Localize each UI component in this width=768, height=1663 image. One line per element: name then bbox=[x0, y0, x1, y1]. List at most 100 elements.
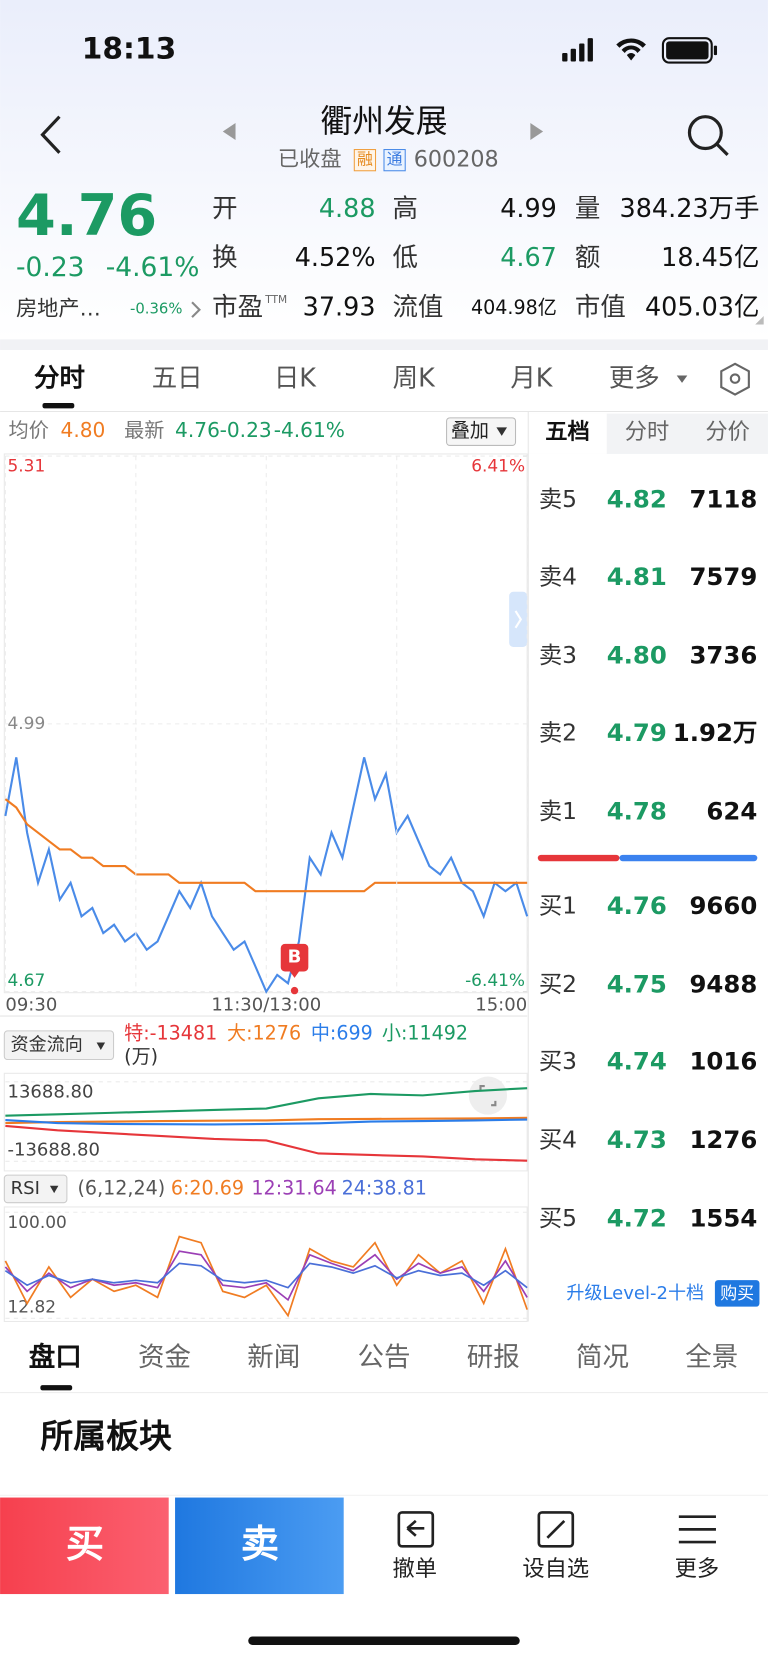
sector-change: -0.36% bbox=[130, 301, 182, 318]
stat-value: 37.93 bbox=[303, 293, 376, 323]
y-tick-label: -13688.80 bbox=[7, 1140, 99, 1161]
stat-label: 市盈 bbox=[212, 293, 263, 323]
book-price: 4.79 bbox=[607, 718, 667, 747]
stat-label: 量 bbox=[575, 194, 600, 224]
stat-value: 4.67 bbox=[500, 243, 557, 273]
settings-icon[interactable] bbox=[720, 362, 750, 396]
overlay-label: 叠加 bbox=[451, 419, 489, 442]
rsi-legend: 6:20.69 bbox=[171, 1176, 244, 1199]
book-level: 卖4 bbox=[539, 563, 577, 591]
stock-name: 衢州发展 bbox=[320, 102, 447, 140]
side-expand-arrow bbox=[514, 610, 523, 629]
action-icons bbox=[397, 1511, 716, 1548]
book-volume: 7579 bbox=[689, 562, 757, 591]
book-level: 卖5 bbox=[539, 485, 577, 513]
fund-legend: 特:-13481 bbox=[124, 1022, 217, 1045]
sector-name: 房地产… bbox=[16, 297, 101, 322]
back-button[interactable] bbox=[40, 115, 61, 154]
book-volume: 7118 bbox=[689, 485, 757, 514]
book-level: 买5 bbox=[539, 1204, 577, 1232]
book-price: 4.82 bbox=[607, 485, 667, 514]
book-tab-active[interactable] bbox=[529, 413, 607, 454]
book-level: 卖3 bbox=[539, 641, 577, 669]
latest-label: 最新 bbox=[124, 418, 164, 442]
latest-value: 4.76 bbox=[175, 418, 220, 442]
fund-selector[interactable] bbox=[3, 1030, 115, 1061]
book-volume: 1276 bbox=[689, 1125, 757, 1154]
home-indicator bbox=[248, 1636, 520, 1645]
stat-label: 额 bbox=[575, 243, 600, 273]
price-change-pct: -4.61% bbox=[106, 252, 200, 283]
x-tick-label: 09:30 bbox=[5, 994, 57, 1015]
ask-ratio bbox=[537, 854, 620, 862]
stat-label: 开 bbox=[212, 194, 237, 224]
avg-value: 4.80 bbox=[61, 418, 106, 442]
badge-tong-text: 通 bbox=[387, 150, 403, 169]
fund-legend: 中:699 bbox=[311, 1022, 373, 1045]
series-line bbox=[5, 1087, 528, 1117]
bid-ratio bbox=[619, 854, 758, 862]
more-arrow bbox=[676, 375, 688, 383]
badge-tong bbox=[383, 149, 406, 172]
upgrade-link: 升级Level-2十档 bbox=[566, 1283, 704, 1304]
purchase-button[interactable] bbox=[714, 1280, 760, 1307]
action-label: 更多 bbox=[675, 1556, 720, 1582]
book-price: 4.74 bbox=[607, 1047, 667, 1076]
fullscreen-button[interactable] bbox=[468, 1076, 508, 1115]
stat-value: 4.99 bbox=[500, 194, 557, 224]
fund-unit: (万) bbox=[124, 1045, 158, 1068]
fund-legend: 大:1276 bbox=[227, 1022, 301, 1045]
rsi-selector-label: RSI bbox=[11, 1178, 40, 1199]
prev-stock[interactable] bbox=[222, 123, 236, 140]
purchase-label: 购买 bbox=[720, 1283, 754, 1303]
buy-button[interactable] bbox=[0, 1497, 169, 1595]
detail-tab: 研报 bbox=[467, 1342, 520, 1373]
next-stock[interactable] bbox=[530, 123, 544, 140]
book-volume: 9660 bbox=[689, 891, 757, 920]
sector-chevron[interactable] bbox=[191, 301, 201, 318]
status-icons bbox=[562, 37, 718, 64]
book-level: 买2 bbox=[539, 970, 577, 998]
detail-tab: 全景 bbox=[685, 1342, 738, 1373]
pct-tick-label: -6.41% bbox=[465, 970, 525, 990]
latest-change: -0.23 bbox=[220, 418, 272, 442]
y-tick-label: 12.82 bbox=[7, 1297, 56, 1317]
stat-value: 4.88 bbox=[319, 194, 376, 224]
rsi-legend: 12:31.64 bbox=[251, 1176, 336, 1199]
book-volume: 1016 bbox=[689, 1047, 757, 1076]
detail-tab-underline bbox=[40, 1385, 73, 1391]
book-volume: 1554 bbox=[689, 1204, 757, 1233]
period-tab: 更多 bbox=[609, 364, 660, 394]
sell-button[interactable] bbox=[175, 1497, 344, 1595]
rsi-params: (6,12,24) bbox=[77, 1176, 165, 1199]
detail-tab: 盘口 bbox=[29, 1342, 82, 1373]
trade-marker bbox=[280, 943, 309, 972]
detail-tab: 资金 bbox=[138, 1342, 191, 1373]
stat-value: 18.45亿 bbox=[661, 243, 759, 273]
series-line bbox=[4, 1235, 528, 1318]
overlay-arrow bbox=[496, 427, 508, 436]
series-line bbox=[5, 1124, 528, 1162]
book-price: 4.81 bbox=[607, 562, 667, 591]
book-price: 4.76 bbox=[607, 891, 667, 920]
book-volume: 1.92万 bbox=[673, 718, 758, 747]
search-button[interactable] bbox=[687, 115, 729, 156]
book-price: 4.72 bbox=[607, 1204, 667, 1233]
series-line bbox=[4, 1250, 528, 1302]
status-time: 18:13 bbox=[82, 31, 177, 66]
sell-label: 卖 bbox=[241, 1523, 279, 1567]
rsi-selector[interactable] bbox=[3, 1174, 68, 1204]
rsi-chart-frame bbox=[3, 1206, 528, 1323]
x-tick-label: 11:30/13:00 bbox=[211, 994, 321, 1015]
book-tab: 分时 bbox=[625, 419, 670, 445]
x-tick-label: 15:00 bbox=[475, 994, 527, 1015]
fund-selector-label: 资金流向 bbox=[11, 1035, 83, 1056]
book-price: 4.80 bbox=[607, 641, 667, 670]
period-tab: 周K bbox=[393, 364, 436, 394]
period-tab: 月K bbox=[510, 364, 553, 394]
overlay-button[interactable] bbox=[446, 417, 517, 446]
book-price: 4.73 bbox=[607, 1125, 667, 1154]
side-expand[interactable] bbox=[509, 591, 528, 647]
action-label: 设自选 bbox=[522, 1556, 589, 1582]
stat-value: 4.52% bbox=[295, 243, 376, 273]
